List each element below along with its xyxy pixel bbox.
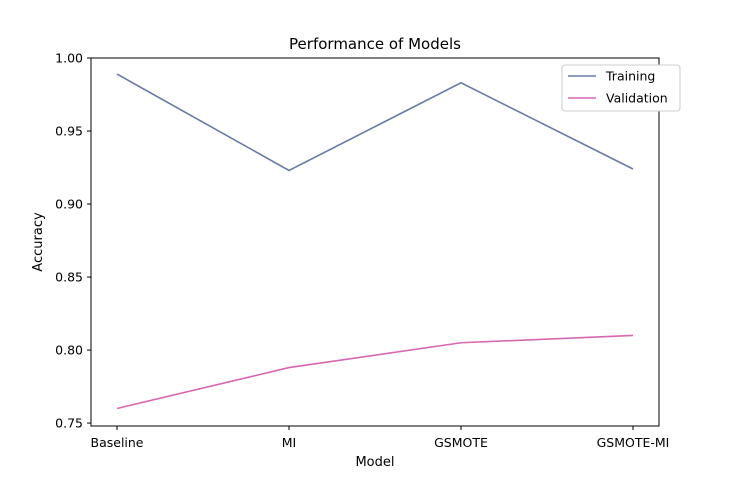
series-line-training — [116, 73, 634, 172]
x-tick-label: MI — [282, 435, 296, 450]
legend: Training Validation — [561, 64, 681, 112]
legend-label: Validation — [606, 91, 668, 106]
plot-area — [90, 57, 660, 427]
y-tick-label: 0.80 — [55, 343, 83, 358]
y-tick-label: 0.90 — [55, 197, 83, 212]
x-tick-label: Baseline — [91, 435, 144, 450]
x-tick-label: GSMOTE-MI — [597, 435, 670, 450]
x-axis-label: Model — [355, 455, 394, 470]
legend-label: Training — [605, 69, 655, 84]
y-tick-label: 0.75 — [55, 416, 83, 431]
chart-title: Performance of Models — [289, 35, 461, 53]
y-axis-label: Accuracy — [31, 212, 46, 272]
y-axis: 0.75 0.80 0.85 0.90 0.95 1.00 — [55, 51, 91, 431]
series-line-validation — [116, 334, 634, 410]
y-tick-label: 0.95 — [55, 124, 83, 139]
series-layer — [116, 73, 634, 410]
y-tick-label: 0.85 — [55, 270, 83, 285]
y-tick-label: 1.00 — [55, 51, 83, 66]
x-axis: Baseline MI GSMOTE GSMOTE-MI — [91, 426, 670, 450]
x-tick-label: GSMOTE — [434, 435, 488, 450]
